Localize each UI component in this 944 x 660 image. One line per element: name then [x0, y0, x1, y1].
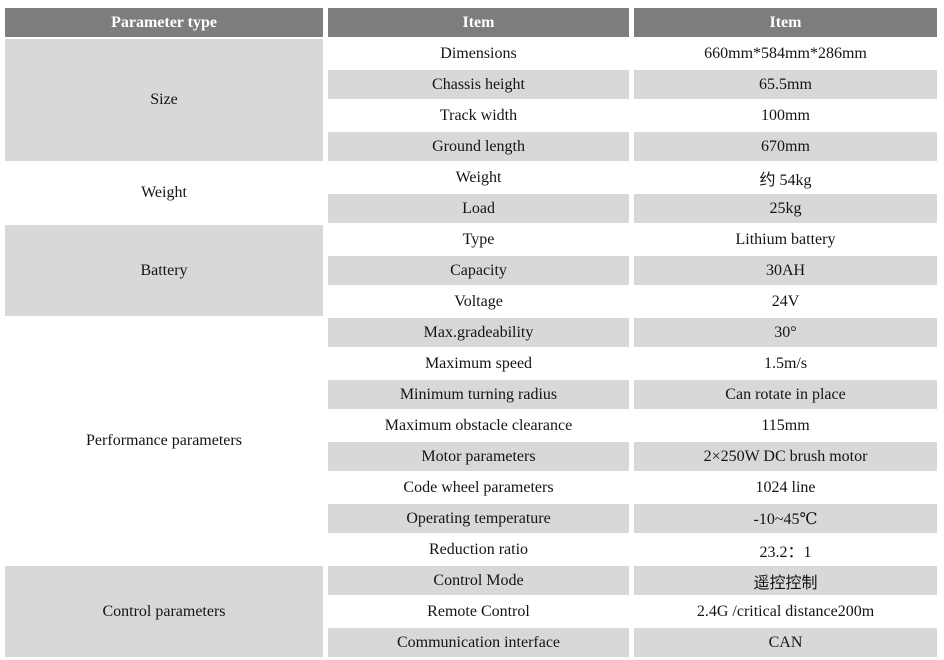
group-cell-battery: Battery [5, 225, 323, 316]
table-row: Code wheel parameters 1024 line [5, 473, 937, 502]
item-cell: Load [328, 194, 629, 223]
table-row: Performance parameters Max.gradeability … [5, 318, 937, 564]
value-cell: 2×250W DC brush motor [634, 442, 937, 471]
value-cell: 约 54kg [634, 163, 937, 192]
table-row: Maximum obstacle clearance 115mm [5, 411, 937, 440]
value-cell: 遥控控制 [634, 566, 937, 595]
value-cell: 30AH [634, 256, 937, 285]
table-row: Operating temperature -10~45℃ [5, 504, 937, 533]
table-row: Minimum turning radius Can rotate in pla… [5, 380, 937, 409]
value-cell: 100mm [634, 101, 937, 130]
item-cell: Code wheel parameters [328, 473, 629, 502]
table-row: Track width 100mm [5, 101, 937, 130]
item-cell: Communication interface [328, 628, 629, 657]
item-cell: Minimum turning radius [328, 380, 629, 409]
value-cell: 23.2：1 [634, 535, 937, 564]
value-cell: 65.5mm [634, 70, 937, 99]
item-cell: Dimensions [328, 39, 629, 68]
value-cell: -10~45℃ [634, 504, 937, 533]
table-row: Ground length 670mm [5, 132, 937, 161]
header-row: Parameter type Item Item [5, 8, 937, 37]
item-cell: Operating temperature [328, 504, 629, 533]
table-row: Battery Type Lithium battery [5, 225, 937, 316]
value-cell: 670mm [634, 132, 937, 161]
spec-table: Parameter type Item Item Size Dimensions… [0, 6, 942, 659]
table-header: Parameter type Item Item [5, 8, 937, 37]
value-cell: 25kg [634, 194, 937, 223]
item-cell: Track width [328, 101, 629, 130]
table-row: Maximum speed 1.5m/s [5, 349, 937, 378]
table-row: Control parameters Control Mode 遥控控制 [5, 566, 937, 657]
value-cell: Can rotate in place [634, 380, 937, 409]
item-cell: Control Mode [328, 566, 629, 595]
table-row: Size Dimensions 660mm*584mm*286mm [5, 39, 937, 161]
value-cell: 30° [634, 318, 937, 347]
value-cell: 2.4G /critical distance200m [634, 597, 937, 626]
table-row: Motor parameters 2×250W DC brush motor [5, 442, 937, 471]
item-cell: Chassis height [328, 70, 629, 99]
item-cell: Maximum speed [328, 349, 629, 378]
group-cell-weight: Weight [5, 163, 323, 223]
table-row: Remote Control 2.4G /critical distance20… [5, 597, 937, 626]
group-cell-performance-parameters: Performance parameters [5, 318, 323, 564]
item-cell: Type [328, 225, 629, 254]
value-cell: CAN [634, 628, 937, 657]
item-cell: Motor parameters [328, 442, 629, 471]
value-cell: 660mm*584mm*286mm [634, 39, 937, 68]
header-item-1: Item [328, 8, 629, 37]
value-cell: 1024 line [634, 473, 937, 502]
table-row: Chassis height 65.5mm [5, 70, 937, 99]
item-cell: Weight [328, 163, 629, 192]
item-cell: Maximum obstacle clearance [328, 411, 629, 440]
table-row: Reduction ratio 23.2：1 [5, 535, 937, 564]
table-body: Size Dimensions 660mm*584mm*286mm Chassi… [5, 39, 937, 657]
table-row: Load 25kg [5, 194, 937, 223]
header-parameter-type: Parameter type [5, 8, 323, 37]
table-row: Voltage 24V [5, 287, 937, 316]
value-cell: Lithium battery [634, 225, 937, 254]
value-cell: 1.5m/s [634, 349, 937, 378]
item-cell: Voltage [328, 287, 629, 316]
header-item-2: Item [634, 8, 937, 37]
table-row: Communication interface CAN [5, 628, 937, 657]
item-cell: Ground length [328, 132, 629, 161]
table-row: Capacity 30AH [5, 256, 937, 285]
group-cell-size: Size [5, 39, 323, 161]
value-cell: 115mm [634, 411, 937, 440]
item-cell: Reduction ratio [328, 535, 629, 564]
table-row: Weight Weight 约 54kg [5, 163, 937, 223]
item-cell: Capacity [328, 256, 629, 285]
value-cell: 24V [634, 287, 937, 316]
item-cell: Remote Control [328, 597, 629, 626]
item-cell: Max.gradeability [328, 318, 629, 347]
group-cell-control-parameters: Control parameters [5, 566, 323, 657]
